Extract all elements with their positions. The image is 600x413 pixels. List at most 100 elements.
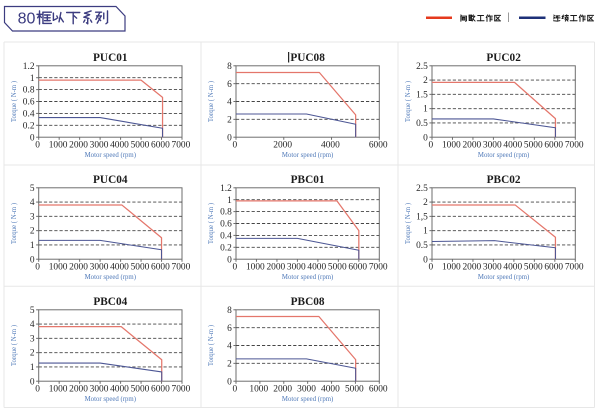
svg-text:5: 5 (30, 184, 35, 194)
svg-text:2: 2 (227, 359, 232, 369)
svg-text:0: 0 (429, 141, 434, 151)
svg-text:3000: 3000 (483, 141, 502, 151)
svg-text:3000: 3000 (90, 141, 109, 151)
svg-text:1000: 1000 (49, 141, 68, 151)
svg-text:80: 80 (18, 11, 36, 28)
svg-text:Motor speed (rpm): Motor speed (rpm) (85, 396, 136, 403)
svg-text:Torque ( N-m ): Torque ( N-m ) (208, 203, 215, 244)
svg-text:1: 1 (423, 105, 428, 115)
svg-text:0: 0 (35, 263, 40, 273)
svg-text:6000: 6000 (369, 141, 388, 151)
svg-text:3: 3 (30, 212, 35, 222)
svg-text:5: 5 (30, 306, 35, 316)
svg-text:4000: 4000 (307, 263, 326, 273)
svg-text:1: 1 (30, 74, 35, 84)
svg-text:4: 4 (227, 342, 232, 352)
svg-text:4: 4 (227, 98, 232, 108)
svg-text:1.5: 1.5 (416, 90, 428, 100)
svg-text:Motor speed (rpm): Motor speed (rpm) (85, 152, 136, 159)
svg-text:6000: 6000 (151, 385, 170, 395)
svg-text:7000: 7000 (172, 385, 191, 395)
svg-text:Torque ( N-m ): Torque ( N-m ) (11, 81, 18, 122)
svg-text:6000: 6000 (348, 263, 367, 273)
svg-text:2000: 2000 (273, 141, 292, 151)
svg-text:0.8: 0.8 (220, 208, 232, 218)
svg-text:2: 2 (423, 76, 428, 86)
svg-text:2000: 2000 (266, 263, 285, 273)
svg-text:5000: 5000 (345, 385, 364, 395)
svg-text:0.6: 0.6 (23, 98, 35, 108)
svg-text:PUC01: PUC01 (93, 52, 128, 64)
svg-text:PUC08: PUC08 (290, 52, 325, 64)
svg-text:5000: 5000 (131, 263, 150, 273)
svg-text:Motor speed (rpm): Motor speed (rpm) (282, 274, 333, 281)
svg-text:1: 1 (227, 196, 232, 206)
svg-text:3000: 3000 (287, 263, 306, 273)
svg-text:1000: 1000 (49, 385, 68, 395)
svg-text:3: 3 (30, 334, 35, 344)
svg-text:0: 0 (35, 141, 40, 151)
svg-text:5000: 5000 (131, 141, 150, 151)
svg-text:PUC02: PUC02 (486, 52, 521, 64)
svg-text:0.2: 0.2 (220, 243, 232, 253)
svg-text:0.5: 0.5 (416, 241, 428, 251)
svg-text:4: 4 (30, 320, 35, 330)
svg-text:4000: 4000 (503, 141, 522, 151)
svg-text:0.4: 0.4 (220, 232, 232, 242)
svg-text:6000: 6000 (544, 263, 563, 273)
svg-text:Torque ( N-m ): Torque ( N-m ) (208, 325, 215, 366)
svg-text:4000: 4000 (110, 385, 129, 395)
svg-text:0: 0 (30, 255, 35, 265)
svg-text:0: 0 (30, 377, 35, 387)
svg-text:Torque ( N-m ): Torque ( N-m ) (11, 203, 18, 244)
svg-text:3000: 3000 (297, 385, 316, 395)
svg-text:4000: 4000 (321, 385, 340, 395)
svg-text:0.4: 0.4 (23, 110, 35, 120)
svg-text:2: 2 (423, 198, 428, 208)
svg-text:7000: 7000 (369, 263, 388, 273)
svg-text:Torque ( N-m ): Torque ( N-m ) (405, 203, 412, 244)
svg-text:5000: 5000 (328, 263, 347, 273)
svg-text:Motor speed (rpm): Motor speed (rpm) (478, 152, 529, 159)
svg-text:6: 6 (227, 324, 232, 334)
svg-text:0: 0 (30, 133, 35, 143)
svg-text:1000: 1000 (442, 263, 461, 273)
svg-text:1000: 1000 (246, 263, 265, 273)
svg-text:6000: 6000 (151, 141, 170, 151)
svg-text:0: 0 (227, 255, 232, 265)
svg-text:2000: 2000 (462, 141, 481, 151)
svg-text:7000: 7000 (565, 263, 584, 273)
svg-text:1.2: 1.2 (23, 62, 35, 72)
svg-text:1.2: 1.2 (220, 184, 232, 194)
svg-text:7000: 7000 (172, 263, 191, 273)
svg-text:0.6: 0.6 (220, 220, 232, 230)
svg-text:2: 2 (30, 227, 35, 237)
svg-text:PUC04: PUC04 (93, 174, 128, 186)
svg-text:2000: 2000 (69, 385, 88, 395)
svg-text:7000: 7000 (565, 141, 584, 151)
svg-text:Motor speed (rpm): Motor speed (rpm) (478, 274, 529, 281)
svg-text:4000: 4000 (110, 263, 129, 273)
svg-text:4: 4 (30, 198, 35, 208)
svg-text:1: 1 (423, 227, 428, 237)
svg-text:2: 2 (227, 115, 232, 125)
svg-text:3000: 3000 (90, 263, 109, 273)
svg-text:PBC01: PBC01 (291, 174, 325, 186)
svg-text:5000: 5000 (131, 385, 150, 395)
svg-text:1000: 1000 (49, 263, 68, 273)
svg-text:7000: 7000 (172, 141, 191, 151)
svg-text:0: 0 (423, 255, 428, 265)
svg-text:4000: 4000 (110, 141, 129, 151)
svg-text:1000: 1000 (249, 385, 268, 395)
svg-text:6000: 6000 (369, 385, 388, 395)
svg-text:2000: 2000 (462, 263, 481, 273)
svg-text:PBC08: PBC08 (291, 296, 325, 308)
svg-text:2: 2 (30, 349, 35, 359)
svg-text:2.5: 2.5 (416, 62, 428, 72)
svg-text:0: 0 (429, 263, 434, 273)
svg-text:2000: 2000 (69, 263, 88, 273)
svg-text:4000: 4000 (321, 141, 340, 151)
svg-text:Torque ( N-m ): Torque ( N-m ) (405, 81, 412, 122)
svg-text:0: 0 (35, 385, 40, 395)
svg-text:1,5: 1,5 (416, 212, 428, 222)
